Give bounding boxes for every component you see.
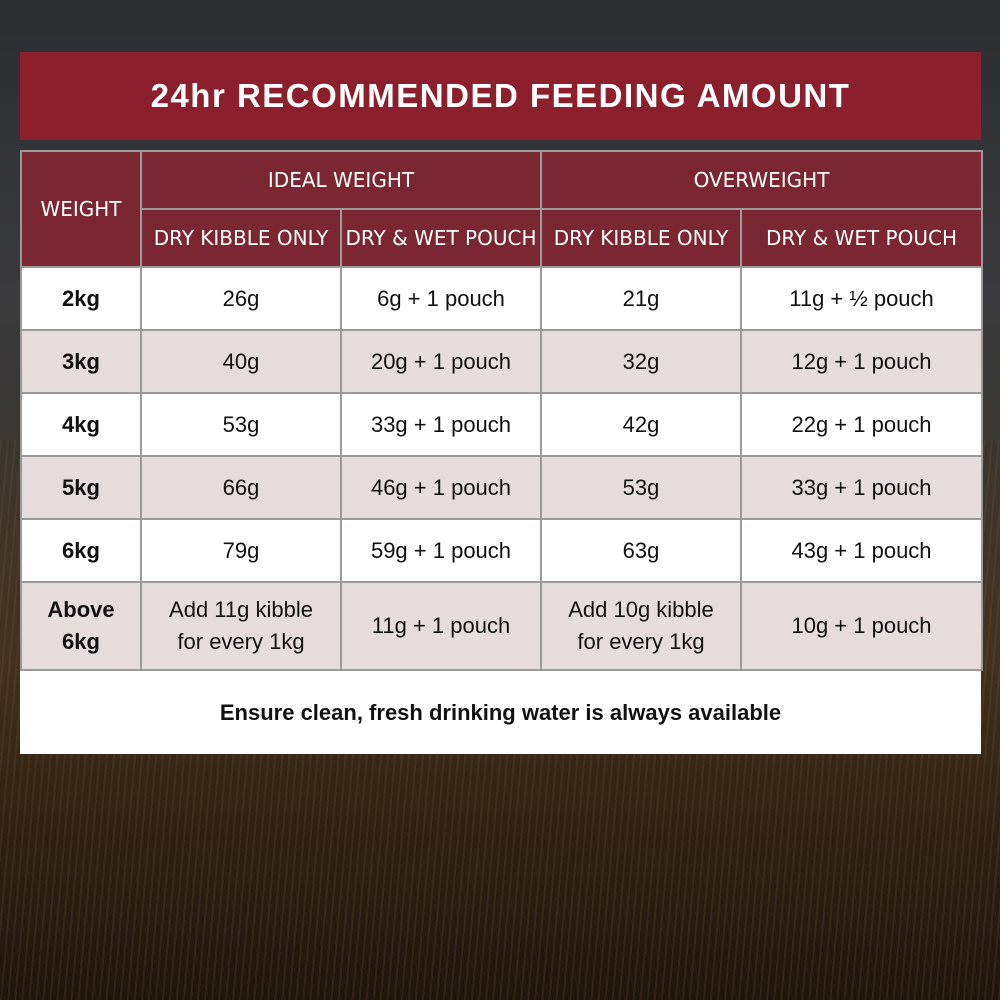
ideal-wet-cell: 11g + 1 pouch [340, 581, 542, 671]
header-over-dry-wet: DRY & WET POUCH [739, 208, 984, 268]
table-row: 2kg 26g 6g + 1 pouch 21g 11g + ½ pouch [20, 266, 984, 331]
over-wet-cell: 33g + 1 pouch [739, 455, 984, 520]
ideal-dry-cell: 79g [140, 518, 342, 583]
over-dry-cell: 21g [540, 266, 742, 331]
over-dry-line-1: Add 10g kibble [568, 597, 714, 622]
over-dry-cell: 63g [540, 518, 742, 583]
water-note: Ensure clean, fresh drinking water is al… [20, 671, 981, 754]
weight-cell: 2kg [20, 266, 142, 331]
weight-line-2: 6kg [62, 629, 100, 654]
table-row: 6kg 79g 59g + 1 pouch 63g 43g + 1 pouch [20, 518, 984, 583]
ideal-wet-cell: 20g + 1 pouch [340, 329, 542, 394]
ideal-dry-line-2: for every 1kg [177, 629, 305, 654]
over-dry-cell: 32g [540, 329, 742, 394]
header-weight: WEIGHT [20, 150, 142, 268]
over-dry-cell: 42g [540, 392, 742, 457]
ideal-dry-line-1: Add 11g kibble [169, 597, 313, 622]
weight-cell: Above 6kg [20, 581, 142, 671]
weight-cell: 3kg [20, 329, 142, 394]
ideal-dry-cell: 66g [140, 455, 342, 520]
table-row: Above 6kg Add 11g kibble for every 1kg 1… [20, 581, 984, 671]
over-dry-cell: Add 10g kibble for every 1kg [540, 581, 742, 671]
ideal-dry-cell: 53g [140, 392, 342, 457]
ideal-wet-cell: 59g + 1 pouch [340, 518, 542, 583]
over-dry-line-2: for every 1kg [577, 629, 705, 654]
over-wet-cell: 22g + 1 pouch [739, 392, 984, 457]
weight-cell: 4kg [20, 392, 142, 457]
table-row: 3kg 40g 20g + 1 pouch 32g 12g + 1 pouch [20, 329, 984, 394]
feeding-guide-panel: 24hr RECOMMENDED FEEDING AMOUNT WEIGHT I… [20, 52, 984, 754]
ideal-dry-cell: Add 11g kibble for every 1kg [140, 581, 342, 671]
header-overweight: OVERWEIGHT [539, 150, 984, 210]
weight-cell: 5kg [20, 455, 142, 520]
header-over-dry-kibble: DRY KIBBLE ONLY [540, 208, 742, 268]
page-title: 24hr RECOMMENDED FEEDING AMOUNT [20, 52, 981, 140]
weight-cell: 6kg [20, 518, 142, 583]
feeding-table: WEIGHT IDEAL WEIGHT OVERWEIGHT DRY KIBBL… [20, 150, 984, 671]
over-wet-cell: 10g + 1 pouch [739, 581, 984, 671]
header-ideal-dry-wet: DRY & WET POUCH [340, 208, 542, 268]
table-row: 4kg 53g 33g + 1 pouch 42g 22g + 1 pouch [20, 392, 984, 457]
ideal-dry-cell: 26g [140, 266, 342, 331]
over-dry-cell: 53g [540, 455, 742, 520]
over-wet-cell: 11g + ½ pouch [739, 266, 984, 331]
over-wet-cell: 43g + 1 pouch [739, 518, 984, 583]
weight-line-1: Above [47, 597, 115, 622]
ideal-wet-cell: 46g + 1 pouch [340, 455, 542, 520]
table-row: 5kg 66g 46g + 1 pouch 53g 33g + 1 pouch [20, 455, 984, 520]
ideal-dry-cell: 40g [140, 329, 342, 394]
ideal-wet-cell: 33g + 1 pouch [340, 392, 542, 457]
header-ideal-dry-kibble: DRY KIBBLE ONLY [140, 208, 342, 268]
header-ideal-weight: IDEAL WEIGHT [140, 150, 542, 210]
ideal-wet-cell: 6g + 1 pouch [340, 266, 542, 331]
over-wet-cell: 12g + 1 pouch [739, 329, 984, 394]
